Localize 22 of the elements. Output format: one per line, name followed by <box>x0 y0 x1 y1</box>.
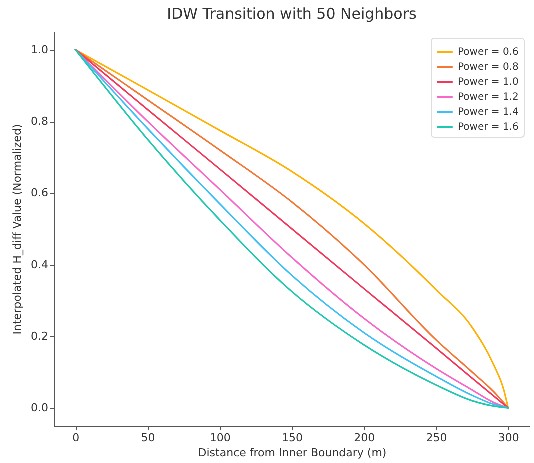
y-tick-label: 1.0 <box>31 43 48 56</box>
x-tick-label: 50 <box>141 432 156 444</box>
x-axis-title: Distance from Inner Boundary (m) <box>198 446 387 460</box>
x-tick-label: 100 <box>210 432 231 444</box>
x-tick-label: 300 <box>498 432 520 444</box>
legend-label: Power = 0.8 <box>458 62 519 73</box>
y-tick-label: 0.4 <box>31 258 48 272</box>
x-tick-label: 200 <box>354 432 376 444</box>
legend-label: Power = 1.6 <box>458 122 519 133</box>
y-axis-title: Interpolated H_diff Value (Normalized) <box>11 124 24 335</box>
legend-label: Power = 1.2 <box>458 92 519 103</box>
y-tick-label: 0.6 <box>31 186 48 200</box>
x-tick-label: 250 <box>426 432 448 444</box>
y-tick-label: 0.8 <box>31 115 48 128</box>
legend-label: Power = 1.4 <box>458 107 519 118</box>
chart-title: IDW Transition with 50 Neighbors <box>167 5 418 23</box>
legend-label: Power = 1.0 <box>458 77 519 88</box>
legend-label: Power = 0.6 <box>458 47 519 58</box>
y-tick-label: 0.2 <box>31 330 48 343</box>
x-tick-label: 150 <box>282 432 303 444</box>
x-tick-label: 0 <box>72 432 80 444</box>
y-tick-label: 0.0 <box>31 402 48 415</box>
